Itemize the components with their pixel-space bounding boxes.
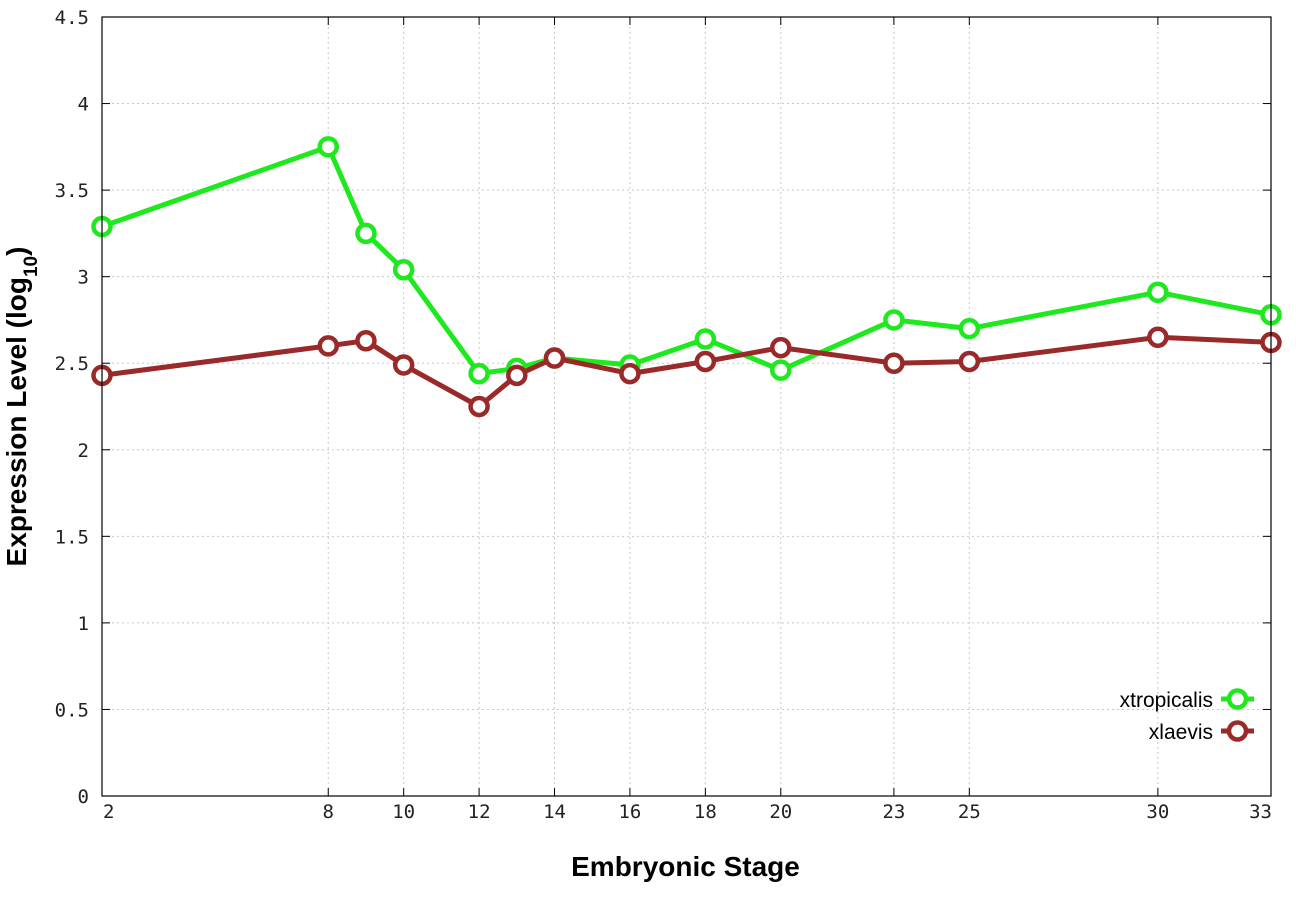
data-point bbox=[355, 329, 377, 352]
data-point bbox=[543, 347, 566, 369]
x-tick-label: 33 bbox=[1249, 801, 1272, 823]
plot-frame bbox=[101, 16, 1272, 797]
x-tick-label: 25 bbox=[958, 801, 981, 823]
y-axis-title-end: ) bbox=[1, 247, 32, 256]
y-tick-label: 1.5 bbox=[55, 526, 89, 548]
y-tick-label: 2.5 bbox=[55, 353, 89, 375]
data-point bbox=[619, 362, 641, 385]
legend-swatch-marker bbox=[1226, 720, 1249, 742]
series-xlaevis bbox=[91, 326, 1282, 418]
legend-swatch-marker bbox=[1226, 688, 1249, 710]
data-point bbox=[506, 364, 528, 387]
y-tick-label: 3 bbox=[78, 267, 89, 289]
data-point bbox=[883, 352, 905, 374]
y-axis: 0 0.5 1 1.5 2 2.5 3 3.5 4 4.5 bbox=[55, 7, 1271, 808]
data-point bbox=[770, 359, 792, 381]
legend-item-xlaevis: xlaevis bbox=[1149, 720, 1254, 744]
data-point bbox=[468, 395, 490, 418]
x-axis-title: Embryonic Stage bbox=[571, 851, 800, 882]
x-tick-label: 14 bbox=[543, 801, 566, 823]
x-tick-label: 10 bbox=[392, 801, 415, 823]
x-tick-label: 20 bbox=[769, 801, 792, 823]
data-point bbox=[317, 335, 340, 357]
data-point bbox=[1147, 326, 1169, 349]
data-point bbox=[392, 258, 415, 281]
legend: xtropicalis xlaevis bbox=[1120, 688, 1254, 744]
data-point bbox=[883, 309, 905, 331]
y-tick-label: 3.5 bbox=[55, 180, 89, 202]
x-tick-label: 16 bbox=[618, 801, 641, 823]
data-point bbox=[392, 354, 415, 376]
legend-item-xtropicalis: xtropicalis bbox=[1120, 688, 1254, 712]
y-axis-title: Expression Level (log10) bbox=[1, 247, 42, 567]
x-tick-label: 23 bbox=[882, 801, 905, 823]
x-tick-label: 18 bbox=[694, 801, 717, 823]
series-layer bbox=[91, 136, 1282, 418]
data-point bbox=[770, 336, 792, 359]
data-point bbox=[355, 222, 377, 245]
series-line bbox=[101, 144, 1272, 377]
y-tick-label: 2 bbox=[78, 440, 89, 462]
y-tick-label: 4.5 bbox=[55, 7, 89, 29]
legend-label: xlaevis bbox=[1149, 721, 1213, 744]
y-tick-label: 0.5 bbox=[55, 699, 89, 721]
x-tick-label: 8 bbox=[323, 801, 334, 823]
x-axis: 2 8 10 12 14 16 18 20 23 25 30 33 bbox=[101, 17, 1272, 823]
x-tick-label: 30 bbox=[1146, 801, 1169, 823]
y-tick-label: 1 bbox=[78, 613, 89, 635]
data-point bbox=[958, 350, 981, 373]
y-tick-label: 4 bbox=[78, 94, 89, 116]
legend-label: xtropicalis bbox=[1120, 689, 1213, 712]
x-tick-label: 2 bbox=[103, 801, 114, 823]
data-point bbox=[958, 317, 981, 340]
data-point bbox=[1147, 281, 1169, 303]
grid bbox=[102, 17, 1271, 796]
x-tick-label: 12 bbox=[468, 801, 491, 823]
data-point bbox=[694, 328, 717, 350]
data-point bbox=[468, 362, 490, 385]
data-point bbox=[694, 350, 717, 373]
series-xtropicalis bbox=[91, 136, 1282, 385]
y-tick-label: 0 bbox=[78, 786, 89, 808]
y-axis-title-main: Expression Level (log bbox=[1, 277, 32, 566]
data-point bbox=[317, 136, 340, 158]
y-axis-title-sub: 10 bbox=[21, 256, 42, 277]
